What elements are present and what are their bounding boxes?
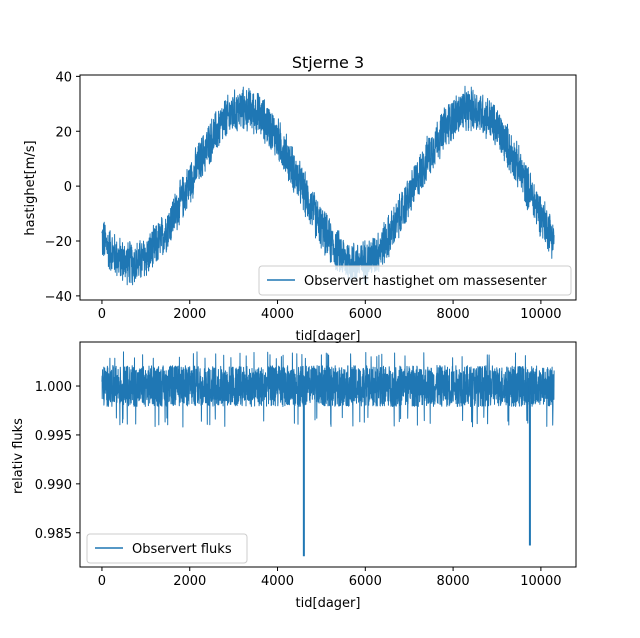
velocity-chart: Stjerne 3 0 2000 4000 6000 8000 10000 −40 −20 0 2… <box>23 53 577 344</box>
flux-plot-frame <box>79 341 577 568</box>
velocity-x-tick-label: 8000 <box>437 307 470 322</box>
flux-x-tick-label: 8000 <box>437 574 470 589</box>
velocity-x-tick-label: 2000 <box>173 307 206 322</box>
flux-x-tick-label: 6000 <box>349 574 382 589</box>
velocity-plot-frame <box>79 74 577 301</box>
velocity-chart-title: Stjerne 3 <box>292 53 364 72</box>
flux-legend-label: Observert fluks <box>132 542 232 557</box>
velocity-line <box>101 85 555 286</box>
flux-x-axis-label: tid[dager] <box>296 596 361 611</box>
velocity-axes: 0 2000 4000 6000 8000 10000 −40 −20 0 20 40 <box>45 70 577 322</box>
flux-line <box>101 351 555 428</box>
flux-axes: 0 2000 4000 6000 8000 10000 0.985 0.990 0.995 1.0… <box>35 341 577 589</box>
flux-y-tick-label: 0.990 <box>35 478 72 493</box>
velocity-y-tick-label: 0 <box>64 180 72 195</box>
flux-y-axis-label: relativ fluks <box>11 418 26 494</box>
flux-x-tick-label: 10000 <box>520 574 561 589</box>
velocity-y-tick-label: −20 <box>45 235 72 250</box>
flux-x-tick-label: 2000 <box>173 574 206 589</box>
velocity-legend-box <box>258 265 572 296</box>
flux-y-tick-label: 0.985 <box>35 527 72 542</box>
velocity-y-axis-label: hastighet[m/s] <box>23 140 38 235</box>
flux-x-tick-label: 0 <box>98 574 106 589</box>
velocity-x-tick-label: 0 <box>98 307 106 322</box>
velocity-x-axis-label: tid[dager] <box>296 329 361 344</box>
velocity-legend-label: Observert hastighet om massesenter <box>304 274 547 289</box>
flux-legend-box <box>86 533 248 564</box>
velocity-y-tick-label: 40 <box>55 70 72 85</box>
velocity-series-group <box>101 85 555 286</box>
flux-y-tick-label: 1.000 <box>35 380 72 395</box>
flux-series-group <box>101 351 555 557</box>
flux-x-tick-label: 4000 <box>261 574 294 589</box>
velocity-legend: Observert hastighet om massesenter <box>258 265 572 296</box>
flux-legend: Observert fluks <box>86 533 248 564</box>
flux-y-tick-label: 0.995 <box>35 429 72 444</box>
velocity-y-tick-label: −40 <box>45 290 72 305</box>
velocity-x-tick-label: 10000 <box>520 307 561 322</box>
velocity-x-tick-label: 6000 <box>349 307 382 322</box>
flux-chart: 0 2000 4000 6000 8000 10000 0.985 0.990 0.995 1.0… <box>11 341 577 611</box>
velocity-x-tick-label: 4000 <box>261 307 294 322</box>
velocity-y-tick-label: 20 <box>55 125 72 140</box>
